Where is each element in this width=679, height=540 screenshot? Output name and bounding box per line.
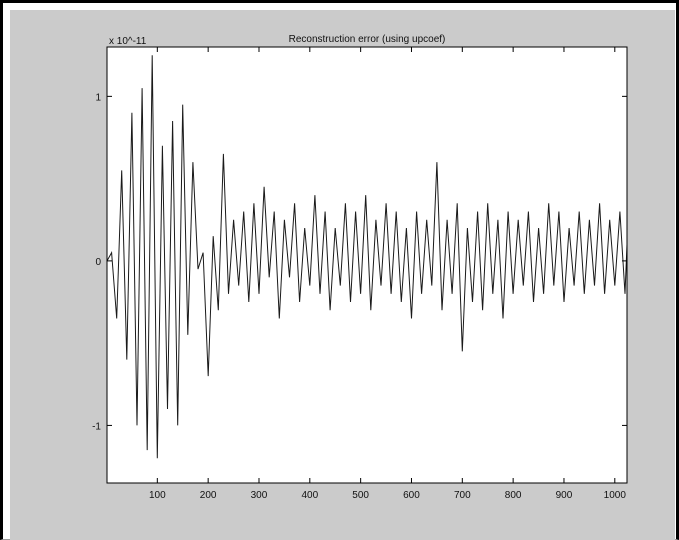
- x-tick-label: 300: [251, 490, 268, 501]
- x-tick-label: 100: [149, 490, 166, 501]
- series-line-layer: [106, 55, 628, 459]
- x-tick-label: 900: [556, 490, 573, 501]
- y-tick-label: 0: [95, 257, 101, 268]
- axes-box: [106, 46, 628, 484]
- y-multiplier-label: x 10^-11: [109, 36, 147, 47]
- x-tick-label: 600: [403, 490, 420, 501]
- x-tick-label: 200: [200, 490, 217, 501]
- axes-background: [107, 47, 627, 483]
- figure-area: 100 200 300 400 500 600 700 800 900 1000 -1 0 1 Reco…: [10, 10, 675, 540]
- tick-layer: 100 200 300 400 500 600 700 800 900 1000 -1 0 1: [92, 47, 627, 501]
- x-tick-label: 800: [505, 490, 522, 501]
- series-line: [106, 55, 628, 459]
- x-tick-label: 700: [454, 490, 471, 501]
- y-tick-label: -1: [92, 421, 101, 432]
- x-tick-label: 1000: [604, 490, 627, 501]
- x-tick-label: 500: [352, 490, 369, 501]
- y-tick-label: 1: [95, 92, 101, 103]
- x-tick-label: 400: [301, 490, 318, 501]
- chart-title: Reconstruction error (using upcoef): [289, 34, 446, 45]
- chart-svg: 100 200 300 400 500 600 700 800 900 1000 -1 0 1 Reco…: [92, 34, 628, 501]
